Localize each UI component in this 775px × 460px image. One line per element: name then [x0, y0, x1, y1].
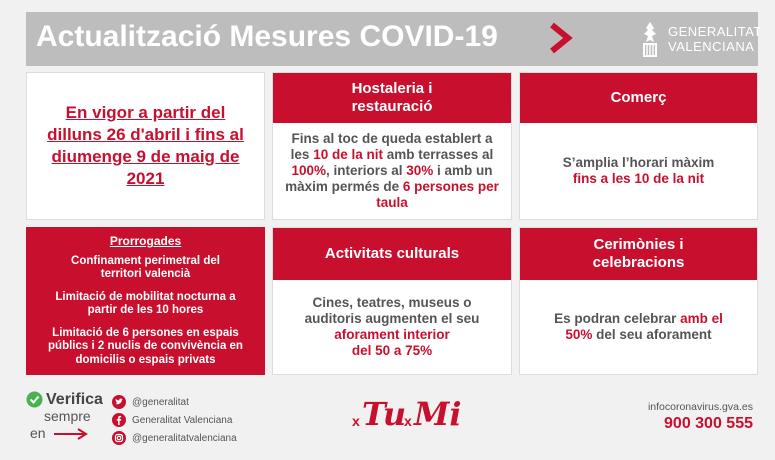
- prorrogades-item: Limitació de mobilitat nocturna a partir…: [55, 290, 236, 317]
- prorrogades-item: Limitació de 6 persones en espais públic…: [48, 326, 243, 366]
- footer: Verifica sempre en @generalitat Generali…: [0, 385, 775, 460]
- page-title: Actualització Mesures COVID-19: [36, 20, 498, 53]
- sempre-label: sempre: [44, 408, 91, 424]
- hostaleria-body: Fins al toc de queda establert a les 10 …: [273, 123, 511, 219]
- facebook-icon: [112, 413, 126, 427]
- prorrogades-title: Prorrogades: [109, 234, 182, 248]
- ceremonies-body: Es podran celebrar amb el 50% del seu af…: [520, 280, 757, 374]
- ceremonies-highlight-1: amb el 50%: [565, 311, 723, 342]
- bat-emblem-icon: [643, 22, 657, 57]
- en-label: en: [30, 425, 46, 441]
- comerc-title-text: Comerç: [610, 89, 667, 106]
- hostaleria-text-3: , interiors al: [325, 163, 407, 178]
- hostaleria-text-2: amb terrasses al: [382, 147, 494, 162]
- hostaleria-title: Hostaleria i restauració: [273, 73, 511, 123]
- comerc-body: S’amplia l’horari màxim fins a les 10 de…: [520, 123, 757, 219]
- comerc-card: Comerç S’amplia l’horari màxim fins a le…: [519, 72, 758, 220]
- ceremonies-text-2: del seu aforament: [592, 327, 712, 342]
- contact-block: infocoronavirus.gva.es 900 300 555: [648, 401, 753, 433]
- hostaleria-highlight-4: 6 persones per taula: [376, 179, 499, 210]
- activitats-body: Cines, teatres, museus o auditoris augme…: [273, 280, 511, 374]
- hostaleria-highlight-1: 10 de la nit: [313, 147, 383, 162]
- ceremonies-title-text: Cerimònies i celebracions: [592, 236, 685, 271]
- prorrogades-card: Prorrogades Confinament perimetral del t…: [26, 227, 265, 375]
- chevron-right-icon: [550, 22, 573, 54]
- comerc-title: Comerç: [520, 73, 757, 123]
- tumi-tu: Tu: [362, 395, 407, 433]
- activitats-highlight-1: aforament interior: [334, 327, 450, 342]
- validity-dates: En vigor a partir del dilluns 26 d'abril…: [47, 103, 244, 188]
- tumi-x-2: x: [404, 413, 412, 429]
- info-url-link[interactable]: infocoronavirus.gva.es: [647, 401, 753, 413]
- verifica-block: Verifica sempre en: [26, 391, 103, 442]
- social-links: @generalitat Generalitat Valenciana @gen…: [112, 393, 237, 447]
- phone-number[interactable]: 900 300 555: [664, 415, 753, 432]
- verifica-label: Verifica: [46, 391, 103, 408]
- activitats-card: Activitats culturals Cines, teatres, mus…: [272, 227, 512, 375]
- comerc-text-1: S’amplia l’horari màxim: [562, 155, 715, 170]
- logo-line-2: VALENCIANA: [668, 39, 755, 54]
- hostaleria-highlight-2: 100%: [291, 163, 326, 178]
- generalitat-logo: GENERALITAT VALENCIANA: [638, 18, 761, 60]
- facebook-link[interactable]: Generalitat Valenciana: [112, 411, 237, 429]
- ceremonies-card: Cerimònies i celebracions Es podran cele…: [519, 227, 758, 375]
- date-card: En vigor a partir del dilluns 26 d'abril…: [26, 72, 265, 220]
- instagram-link[interactable]: @generalitatvalenciana: [112, 429, 237, 447]
- twitter-link[interactable]: @generalitat: [112, 393, 237, 411]
- activitats-highlight-2: del 50 a 75%: [351, 343, 433, 358]
- ceremonies-text-1: Es podran celebrar: [554, 311, 681, 326]
- hostaleria-highlight-3: 30%: [406, 163, 434, 178]
- hostaleria-title-text: Hostaleria i restauració: [351, 80, 433, 115]
- tu-mi-logo: x Tu x Mi: [352, 395, 462, 435]
- twitter-icon: [112, 395, 126, 409]
- hostaleria-card: Hostaleria i restauració Fins al toc de …: [272, 72, 512, 220]
- facebook-handle: Generalitat Valenciana: [132, 414, 233, 426]
- check-circle-icon: [26, 391, 43, 408]
- header-banner: Actualització Mesures COVID-19 GENERALIT…: [26, 12, 761, 66]
- prorrogades-item: Confinament perimetral del territori val…: [71, 254, 220, 281]
- activitats-text-1: Cines, teatres, museus o auditoris augme…: [304, 295, 480, 326]
- ceremonies-title: Cerimònies i celebracions: [520, 228, 757, 280]
- tumi-x-1: x: [352, 413, 360, 429]
- activitats-title-text: Activitats culturals: [324, 245, 460, 262]
- instagram-icon: [112, 431, 126, 445]
- logo-line-1: GENERALITAT: [668, 24, 762, 39]
- instagram-handle: @generalitatvalenciana: [132, 432, 237, 444]
- tumi-mi: Mi: [414, 395, 462, 433]
- hostaleria-text-4: i amb un màxim permés de: [285, 163, 493, 194]
- hostaleria-text-1: Fins al toc de queda establert a les: [290, 131, 493, 162]
- twitter-handle: @generalitat: [132, 396, 189, 408]
- activitats-title: Activitats culturals: [273, 228, 511, 280]
- comerc-highlight-1: fins a les 10 de la nit: [572, 171, 705, 186]
- arrow-right-icon: [53, 427, 88, 440]
